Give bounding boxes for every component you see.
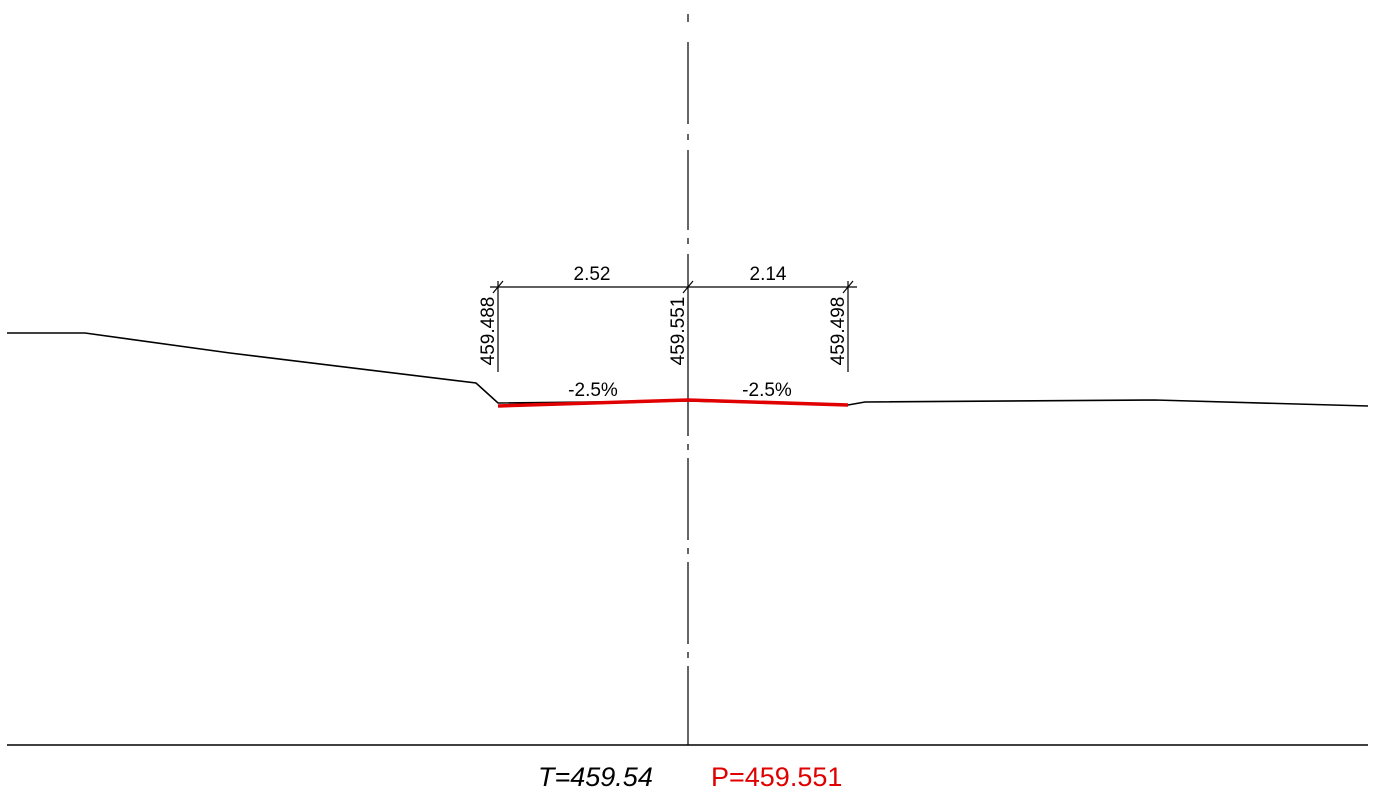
width-dimension-line xyxy=(490,280,857,294)
centerline-elevation-label: 459.551 xyxy=(668,297,689,366)
right-width-label: 2.14 xyxy=(750,264,787,285)
left-width-label: 2.52 xyxy=(574,264,611,285)
terrain-left-line xyxy=(7,332,689,404)
road-surface-line xyxy=(497,398,849,408)
left-slope-label: -2.5% xyxy=(568,380,618,401)
right-edge-elevation-label: 459.498 xyxy=(828,297,849,366)
right-slope-label: -2.5% xyxy=(742,380,792,401)
terrain-elevation-label: T=459.54 xyxy=(538,762,653,792)
left-edge-elevation-label: 459.488 xyxy=(478,297,499,366)
design-elevation-label: P=459.551 xyxy=(711,762,842,792)
